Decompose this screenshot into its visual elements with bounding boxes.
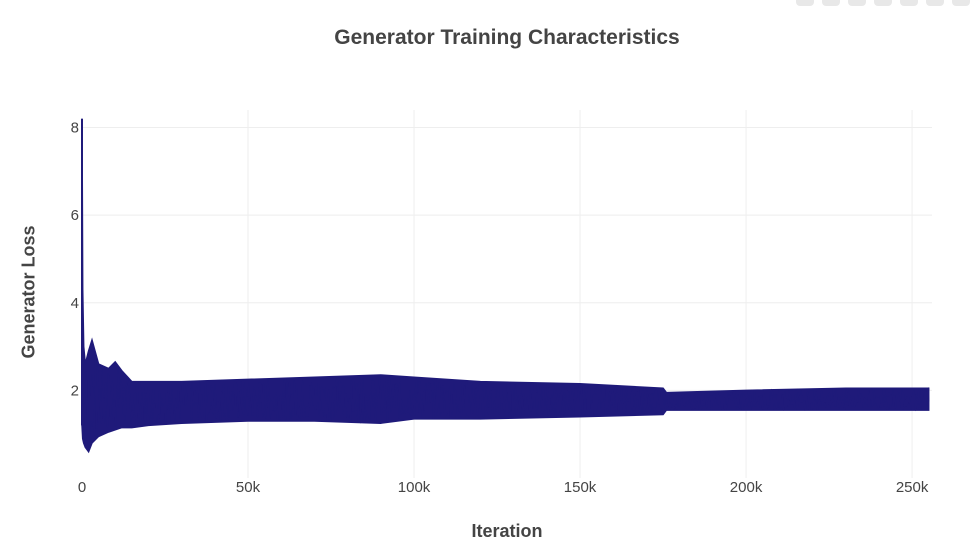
x-tick-label: 50k — [236, 479, 261, 496]
zoom-in-icon[interactable] — [874, 0, 892, 6]
loss-band — [81, 118, 930, 454]
x-axis-label: Iteration — [471, 521, 543, 541]
pan-icon[interactable] — [822, 0, 840, 6]
zoom-icon[interactable] — [796, 0, 814, 6]
chart-title: Generator Training Characteristics — [334, 26, 680, 49]
x-tick-label: 200k — [730, 479, 763, 496]
x-tick-label: 150k — [564, 479, 597, 496]
loss-line — [81, 274, 930, 442]
x-tick-label: 100k — [398, 479, 431, 496]
y-tick-label: 6 — [71, 207, 79, 224]
zoom-out-icon[interactable] — [900, 0, 918, 6]
select-icon[interactable] — [848, 0, 866, 6]
y-tick-label: 4 — [71, 295, 79, 312]
autoscale-icon[interactable] — [926, 0, 944, 6]
axis-ticks: 0 50k 100k 150k 200k 250k 2 4 6 8 — [71, 120, 929, 496]
data-series[interactable] — [81, 118, 930, 454]
y-tick-label: 2 — [71, 382, 79, 399]
x-tick-label: 0 — [78, 479, 86, 496]
x-tick-label: 250k — [896, 479, 929, 496]
reset-axes-icon[interactable] — [952, 0, 970, 6]
chart-modebar[interactable] — [680, 0, 970, 8]
y-tick-label: 8 — [71, 120, 79, 137]
